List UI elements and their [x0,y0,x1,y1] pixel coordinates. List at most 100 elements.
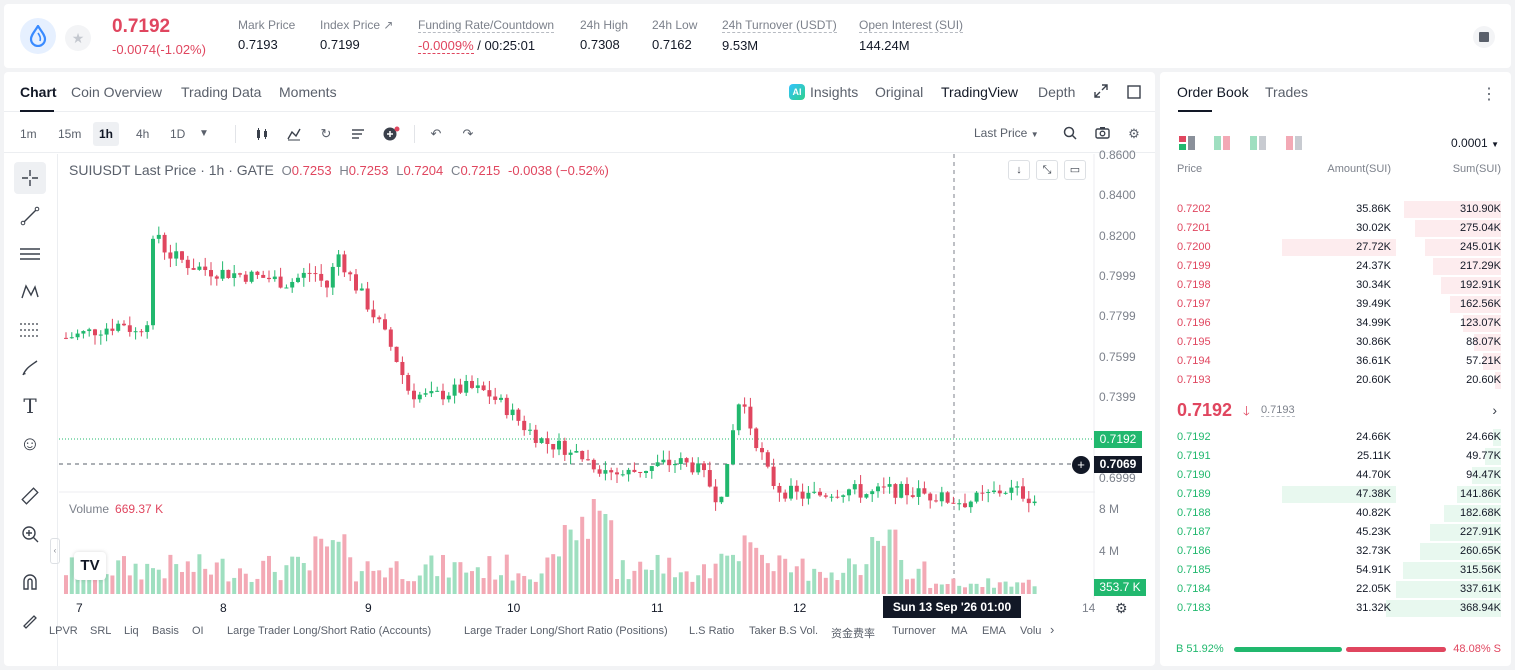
price-cell: 0.7197 [1177,298,1211,310]
view-tab-tradingview[interactable]: TradingView [941,84,1019,100]
price-source-select[interactable]: Last Price ▼ [974,126,1039,140]
text-tool-icon[interactable]: T [23,394,37,418]
undo-icon[interactable]: ↶ [430,126,442,141]
tab-trades[interactable]: Trades [1265,84,1309,100]
volume-bar [574,540,579,594]
magnet-tool-icon[interactable] [14,566,46,598]
timeframe-1m[interactable]: 1m [20,127,37,141]
crosshair-tool-icon[interactable] [14,162,46,194]
horizontal-lines-tool-icon[interactable] [14,238,46,270]
ask-row[interactable]: 0.7200 27.72K 245.01K [1160,238,1511,257]
sum-cell: 275.04K [1460,222,1501,234]
timeframe-1d[interactable]: 1D [170,127,186,141]
view-both-icon[interactable] [1179,136,1195,150]
expand-icon[interactable] [1094,84,1108,101]
chevron-right-icon[interactable]: › [1492,402,1497,418]
bid-row[interactable]: 0.7188 40.82K 182.68K [1160,504,1511,523]
tab-trading-data[interactable]: Trading Data [181,84,262,100]
maximize-icon[interactable]: ▭ [1064,160,1086,180]
collapse-icon[interactable]: ⤡ [1036,160,1058,180]
pattern-tool-icon[interactable] [14,276,46,308]
ask-row[interactable]: 0.7201 30.02K 275.04K [1160,219,1511,238]
bid-row[interactable]: 0.7185 54.91K 315.56K [1160,561,1511,580]
indicators-icon[interactable] [286,126,302,142]
indicator-lt-ratio-accounts[interactable]: Large Trader Long/Short Ratio (Accounts) [227,625,432,637]
brush-tool-icon[interactable] [14,352,46,384]
more-options-icon[interactable]: ⋮ [1481,86,1497,103]
view-bids-icon[interactable] [1250,136,1266,150]
redo-icon[interactable]: ↷ [462,126,474,141]
template-icon[interactable] [350,126,366,142]
ask-row[interactable]: 0.7193 20.60K 20.60K [1160,371,1511,390]
chart-settings-icon[interactable]: ⚙ [1115,600,1128,616]
indicator-funding[interactable]: 资金费率 [831,628,875,640]
search-icon[interactable] [1062,126,1078,142]
stat-index-price[interactable]: Index Price ↗ 0.7199 [320,18,393,52]
volume-bar [197,554,202,594]
candle [922,488,927,494]
view-tab-insights[interactable]: Insights [810,84,859,100]
bid-row[interactable]: 0.7186 32.73K 260.65K [1160,542,1511,561]
tick-size-select[interactable]: 0.0001 ▼ [1451,136,1499,150]
ruler-tool-icon[interactable] [14,480,46,512]
candle-type-icon[interactable] [254,126,270,142]
favorite-star-icon[interactable]: ★ [65,25,91,51]
emoji-tool-icon[interactable]: ☺ [19,432,41,455]
lock-drawing-icon[interactable] [14,604,46,636]
guide-book-icon[interactable] [1473,26,1495,48]
bid-row[interactable]: 0.7183 31.32K 368.94K [1160,599,1511,618]
collapse-tools-icon[interactable]: ‹ [50,538,60,564]
indicator-lt-ratio-positions[interactable]: Large Trader Long/Short Ratio (Positions… [464,625,668,637]
ask-row[interactable]: 0.7194 36.61K 57.21K [1160,352,1511,371]
fibonacci-tool-icon[interactable] [14,314,46,346]
indicator-liq[interactable]: Liq [124,625,139,637]
zoom-in-tool-icon[interactable] [14,518,46,550]
candle [638,471,643,474]
timeframe-1h[interactable]: 1h [93,122,120,146]
indicator-volume[interactable]: Volu [1020,625,1042,637]
view-split-icon[interactable] [1214,136,1230,150]
view-tab-depth[interactable]: Depth [1038,84,1076,100]
bid-row[interactable]: 0.7191 25.11K 49.77K [1160,447,1511,466]
bid-row[interactable]: 0.7190 44.70K 94.47K [1160,466,1511,485]
timeframe-4h[interactable]: 4h [136,127,150,141]
timeframe-15m[interactable]: 15m [58,127,82,141]
indicator-srl[interactable]: SRL [90,625,112,637]
volume-bar [638,561,643,594]
view-tab-original[interactable]: Original [875,84,924,100]
bid-row[interactable]: 0.7192 24.66K 24.66K [1160,428,1511,447]
bid-row[interactable]: 0.7184 22.05K 337.61K [1160,580,1511,599]
tab-moments[interactable]: Moments [279,84,337,100]
ask-row[interactable]: 0.7195 30.86K 88.07K [1160,333,1511,352]
ask-row[interactable]: 0.7197 39.49K 162.56K [1160,295,1511,314]
price-chart[interactable] [59,154,1095,599]
camera-icon[interactable] [1094,126,1110,142]
view-asks-icon[interactable] [1286,136,1302,150]
gear-icon[interactable]: ⚙ [1128,126,1140,141]
indicator-ls-ratio[interactable]: L.S Ratio [689,625,735,637]
indicator-basis[interactable]: Basis [152,625,179,637]
trend-line-tool-icon[interactable] [14,200,46,232]
timeframe-dropdown-icon[interactable]: ▼ [199,128,209,139]
bid-row[interactable]: 0.7187 45.23K 227.91K [1160,523,1511,542]
indicator-taker-vol[interactable]: Taker B.S Vol. [749,625,819,637]
tab-order-book[interactable]: Order Book [1177,84,1249,100]
tab-chart[interactable]: Chart [20,84,57,100]
bid-row[interactable]: 0.7189 47.38K 141.86K [1160,485,1511,504]
ask-row[interactable]: 0.7202 35.86K 310.90K [1160,200,1511,219]
ask-row[interactable]: 0.7198 30.34K 192.91K [1160,276,1511,295]
tab-coin-overview[interactable]: Coin Overview [71,84,163,100]
indicator-oi[interactable]: OI [192,625,204,637]
add-alert-icon[interactable] [382,126,400,142]
indicator-lpvr[interactable]: LPVR [49,625,78,637]
indicator-ma[interactable]: MA [951,625,968,637]
indicator-turnover[interactable]: Turnover [892,625,936,637]
window-icon[interactable] [1127,85,1141,102]
ask-row[interactable]: 0.7199 24.37K 217.29K [1160,257,1511,276]
scroll-down-icon[interactable]: ↓ [1008,160,1030,180]
chevron-right-icon[interactable]: › [1050,622,1055,637]
add-order-icon[interactable]: + [1072,456,1090,474]
refresh-icon[interactable]: ↻ [320,126,332,141]
indicator-ema[interactable]: EMA [982,625,1006,637]
ask-row[interactable]: 0.7196 34.99K 123.07K [1160,314,1511,333]
